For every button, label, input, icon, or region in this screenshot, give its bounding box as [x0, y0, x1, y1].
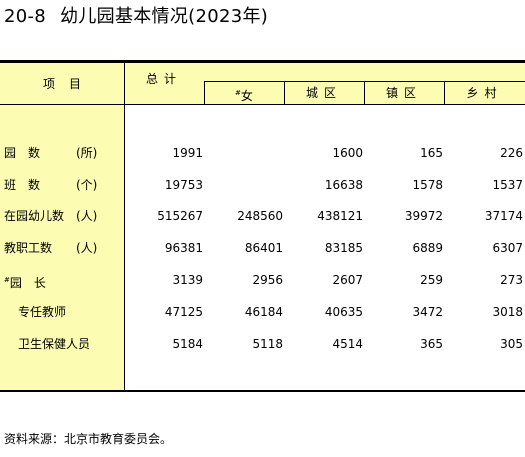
cell-urban: 16638 — [324, 178, 363, 192]
row-label: 卫生保健人员 — [18, 337, 91, 351]
subheader-divider — [444, 81, 445, 104]
cell-rural: 37174 — [484, 209, 523, 223]
table-row: #园 长 3139 2956 2607 259 273 — [0, 270, 525, 290]
row-label: 教职工数 (人) — [4, 241, 98, 255]
cell-town: 3472 — [412, 305, 443, 319]
header-band-bg — [124, 63, 525, 104]
cell-female: 2956 — [252, 273, 283, 287]
cell-urban: 438121 — [317, 209, 363, 223]
cell-town: 1578 — [412, 178, 443, 192]
header-total: 总计 — [145, 72, 182, 86]
top-rule — [0, 60, 525, 63]
row-label-column-bg — [0, 63, 124, 390]
cell-total: 515267 — [157, 209, 203, 223]
cell-female: 248560 — [237, 209, 283, 223]
cell-rural: 6307 — [492, 241, 523, 255]
subheader-divider — [204, 81, 205, 104]
cell-total: 1991 — [172, 146, 203, 160]
subheader-divider — [284, 81, 285, 104]
cell-total: 47125 — [164, 305, 203, 319]
subset-mark: # — [4, 276, 10, 284]
source-note: 资料来源：北京市教育委员会。 — [4, 432, 173, 446]
page-title: 20-8 幼儿园基本情况(2023年) — [4, 6, 268, 28]
header-rural: 乡村 — [466, 86, 503, 100]
row-label: 班 数 (个) — [4, 178, 98, 192]
header-female: #女 — [235, 89, 253, 103]
cell-total: 5184 — [172, 337, 203, 351]
cell-rural: 273 — [500, 273, 523, 287]
table-row: 教职工数 (人) 96381 86401 83185 6889 6307 — [0, 238, 525, 258]
row-label: #园 长 — [4, 276, 46, 290]
table-row: 卫生保健人员 5184 5118 4514 365 305 — [0, 334, 525, 354]
cell-rural: 1537 — [492, 178, 523, 192]
cell-rural: 3018 — [492, 305, 523, 319]
subheader-divider — [364, 81, 365, 104]
cell-urban: 4514 — [332, 337, 363, 351]
cell-female: 86401 — [244, 241, 283, 255]
cell-urban: 1600 — [332, 146, 363, 160]
cell-rural: 226 — [500, 146, 523, 160]
header-item: 项目 — [42, 77, 95, 91]
cell-urban: 2607 — [332, 273, 363, 287]
cell-total: 96381 — [164, 241, 203, 255]
row-label: 专任教师 — [18, 305, 67, 319]
female-mark: # — [235, 89, 241, 97]
cell-female: 5118 — [252, 337, 283, 351]
label-column-divider — [124, 63, 125, 390]
header-bottom-rule — [0, 104, 525, 105]
cell-total: 19753 — [164, 178, 203, 192]
cell-town: 165 — [420, 146, 443, 160]
bottom-rule — [0, 390, 525, 392]
cell-total: 3139 — [172, 273, 203, 287]
table-row: 专任教师 47125 46184 40635 3472 3018 — [0, 302, 525, 322]
cell-female: 46184 — [244, 305, 283, 319]
table-row: 在园幼儿数 (人) 515267 248560 438121 39972 371… — [0, 206, 525, 226]
table-row: 园 数 (所) 1991 1600 165 226 — [0, 143, 525, 163]
header-town: 镇区 — [385, 86, 422, 100]
table-number: 20-8 — [4, 6, 47, 27]
cell-town: 39972 — [404, 209, 443, 223]
cell-town: 259 — [420, 273, 443, 287]
table-title: 幼儿园基本情况(2023年) — [60, 6, 269, 27]
row-label: 园 数 (所) — [4, 146, 98, 160]
cell-town: 365 — [420, 337, 443, 351]
cell-town: 6889 — [412, 241, 443, 255]
cell-urban: 40635 — [324, 305, 363, 319]
header-urban: 城区 — [305, 86, 342, 100]
cell-urban: 83185 — [324, 241, 363, 255]
table-row: 班 数 (个) 19753 16638 1578 1537 — [0, 175, 525, 195]
cell-rural: 305 — [500, 337, 523, 351]
row-label: 在园幼儿数 (人) — [4, 209, 98, 223]
